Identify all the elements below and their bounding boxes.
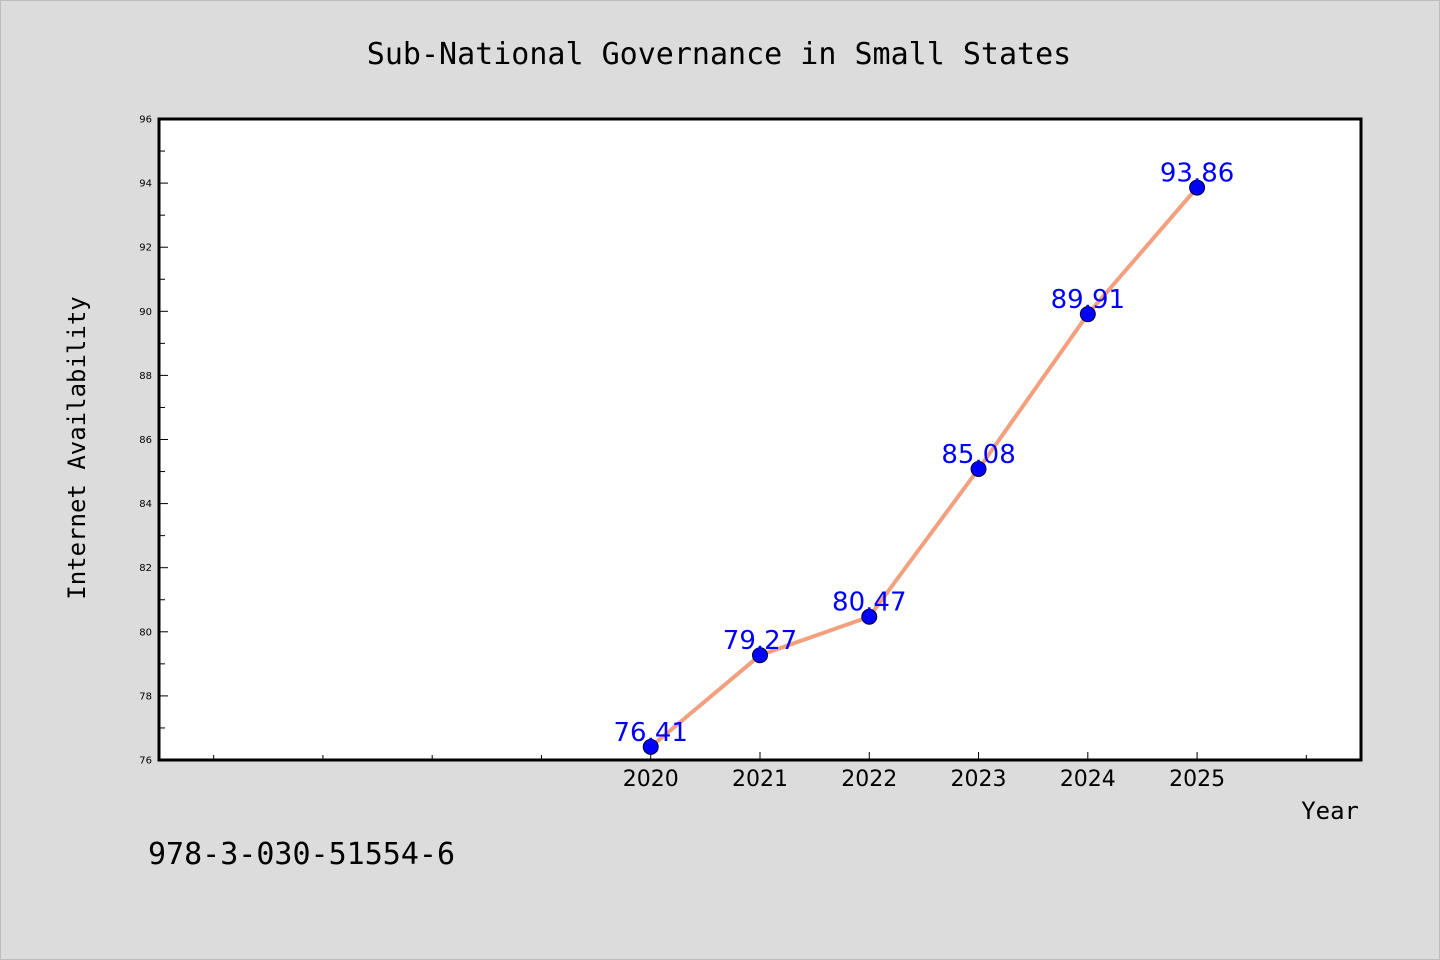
y-tick-label: 94 [139, 179, 152, 190]
data-label: 93.86 [1160, 159, 1234, 189]
y-tick-label: 84 [139, 499, 152, 510]
y-tick-label: 88 [139, 371, 152, 382]
data-label: 76.41 [614, 718, 688, 748]
isbn-footer: 978-3-030-51554-6 [148, 837, 455, 872]
data-point [861, 608, 878, 625]
y-tick-label: 76 [139, 756, 152, 767]
x-tick-label: 2025 [1169, 767, 1225, 792]
data-labels: 76.41 79.27 80.47 85.08 89.91 93.86 [614, 159, 1235, 748]
data-point [642, 738, 659, 755]
data-point [752, 647, 768, 664]
x-tick-label: 2023 [951, 767, 1007, 792]
y-tick-label: 96 [139, 115, 152, 126]
y-axis-label: Internet Availability [63, 296, 91, 599]
x-tick-label: 2022 [841, 767, 897, 792]
y-tick-label: 80 [139, 627, 152, 638]
y-tick-label: 82 [139, 563, 152, 574]
x-tick-label: 2024 [1060, 767, 1116, 792]
data-point [1079, 306, 1096, 323]
y-tick-label: 86 [139, 435, 152, 446]
y-tick-label: 78 [139, 691, 152, 702]
y-tick-label: 92 [139, 243, 152, 254]
x-axis-label: Year [1301, 797, 1359, 825]
x-axis: 2020 2021 2022 2023 2024 2025 [213, 752, 1307, 792]
y-tick-label: 90 [139, 307, 152, 318]
data-point [970, 460, 987, 477]
x-tick-label: 2021 [732, 767, 788, 792]
plot-area [157, 117, 1363, 762]
x-tick-label: 2020 [623, 767, 679, 792]
data-label: 79.27 [723, 626, 797, 656]
series-line [648, 185, 1200, 749]
data-series [642, 179, 1206, 755]
data-point [1189, 179, 1206, 196]
data-label: 80.47 [832, 588, 906, 618]
y-axis: 76 78 80 82 84 86 88 90 92 94 96 [139, 115, 168, 767]
data-label: 89.91 [1051, 285, 1125, 315]
chart-title: Sub-National Governance in Small States [367, 37, 1071, 72]
data-label: 85.08 [941, 440, 1015, 470]
